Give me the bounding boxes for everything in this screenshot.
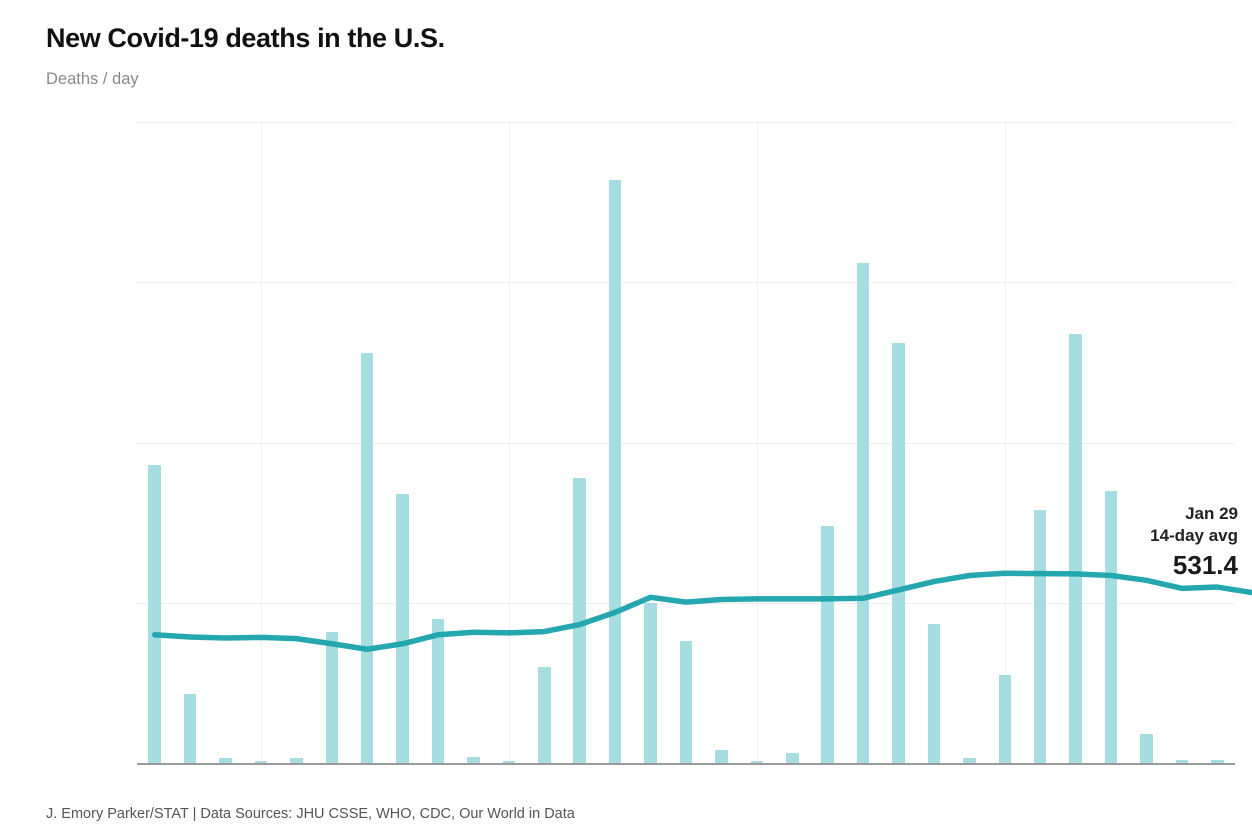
- vertical-gridline-3: [1004, 122, 1006, 763]
- bar[interactable]: [1104, 490, 1118, 763]
- bar[interactable]: [750, 761, 764, 763]
- bar[interactable]: [1211, 760, 1224, 763]
- bar[interactable]: [502, 761, 516, 763]
- chart-title: New Covid-19 deaths in the U.S.: [46, 23, 445, 53]
- bar[interactable]: [998, 674, 1012, 763]
- bar[interactable]: [183, 694, 197, 763]
- bar[interactable]: [431, 618, 445, 763]
- bar[interactable]: [290, 758, 303, 763]
- bar[interactable]: [1069, 333, 1082, 763]
- vertical-gridline-0: [260, 122, 262, 763]
- bar[interactable]: [360, 352, 374, 763]
- bar[interactable]: [325, 631, 339, 763]
- bar[interactable]: [1140, 734, 1153, 763]
- bar[interactable]: [538, 666, 551, 763]
- bar[interactable]: [821, 525, 834, 763]
- bar[interactable]: [679, 641, 693, 763]
- bar[interactable]: [1033, 509, 1047, 763]
- bar[interactable]: [608, 179, 622, 763]
- bar[interactable]: [396, 493, 409, 763]
- bar[interactable]: [644, 602, 657, 763]
- bar[interactable]: [254, 761, 268, 763]
- bar[interactable]: [927, 623, 941, 763]
- bar[interactable]: [963, 758, 976, 763]
- annotation-date: Jan 29: [1185, 504, 1238, 523]
- vertical-gridline-2: [756, 122, 758, 763]
- annotation-value: 531.4: [1172, 549, 1238, 580]
- axis-baseline: [137, 763, 1235, 765]
- vertical-gridline-1: [508, 122, 510, 763]
- annotation-description: 14-day avg: [1150, 525, 1238, 545]
- bar[interactable]: [573, 477, 586, 763]
- bar[interactable]: [892, 343, 905, 763]
- gridline-2000: [137, 122, 1235, 123]
- chart-axis-label-y: Deaths / day: [46, 70, 139, 88]
- bar[interactable]: [856, 263, 870, 763]
- gridline-1000: [137, 442, 1235, 444]
- bar[interactable]: [1175, 759, 1189, 763]
- bar[interactable]: [786, 753, 799, 763]
- plot-area: 0500100015002000 2023Jan 08Jan 15Jan 22: [137, 122, 1235, 765]
- bar[interactable]: [467, 756, 480, 763]
- gridline-1500: [137, 282, 1235, 284]
- bar[interactable]: [148, 464, 161, 763]
- bar[interactable]: [219, 758, 232, 763]
- chart-footer-credit: J. Emory Parker/STAT | Data Sources: JHU…: [46, 806, 575, 822]
- annotation-callout: Jan 29 14-day avg 531.4: [1150, 503, 1238, 582]
- bar[interactable]: [715, 750, 728, 763]
